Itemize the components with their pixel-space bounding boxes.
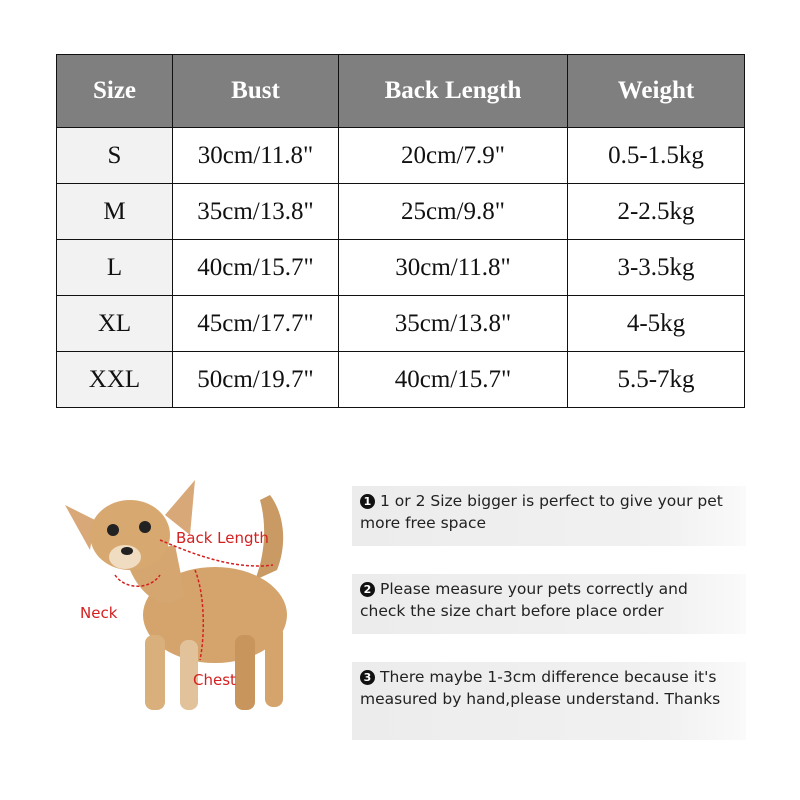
- cell-bust: 40cm/15.7": [172, 239, 339, 296]
- cell-weight: 5.5-7kg: [567, 351, 745, 408]
- cell-size: M: [56, 183, 173, 240]
- size-chart-table: Size Bust Back Length Weight S 30cm/11.8"…: [56, 54, 745, 408]
- number-1-icon: 1: [360, 494, 375, 509]
- note-3: 3 There maybe 1-3cm difference because it…: [352, 662, 746, 740]
- table-header-row: Size Bust Back Length Weight: [56, 54, 745, 128]
- number-2-icon: 2: [360, 582, 375, 597]
- cell-bust: 35cm/13.8": [172, 183, 339, 240]
- cell-size: XXL: [56, 351, 173, 408]
- header-bust: Bust: [172, 54, 339, 128]
- cell-weight: 4-5kg: [567, 295, 745, 352]
- dog-icon: [65, 480, 287, 710]
- note-3-text: There maybe 1-3cm difference because it'…: [360, 668, 721, 708]
- cell-size: XL: [56, 295, 173, 352]
- neck-label: Neck: [80, 604, 118, 622]
- table-row: S 30cm/11.8" 20cm/7.9" 0.5-1.5kg: [56, 127, 745, 184]
- cell-back-length: 40cm/15.7": [338, 351, 568, 408]
- dog-measurement-illustration: [65, 480, 287, 710]
- note-2-text: Please measure your pets correctly and c…: [360, 580, 688, 620]
- note-2: 2 Please measure your pets correctly and …: [352, 574, 746, 634]
- cell-size: L: [56, 239, 173, 296]
- header-weight: Weight: [567, 54, 745, 128]
- table-row: XXL 50cm/19.7" 40cm/15.7" 5.5-7kg: [56, 351, 745, 408]
- cell-back-length: 20cm/7.9": [338, 127, 568, 184]
- table-row: L 40cm/15.7" 30cm/11.8" 3-3.5kg: [56, 239, 745, 296]
- number-3-icon: 3: [360, 670, 375, 685]
- cell-weight: 0.5-1.5kg: [567, 127, 745, 184]
- chest-label: Chest: [193, 671, 236, 689]
- cell-bust: 30cm/11.8": [172, 127, 339, 184]
- cell-back-length: 30cm/11.8": [338, 239, 568, 296]
- cell-bust: 50cm/19.7": [172, 351, 339, 408]
- cell-back-length: 25cm/9.8": [338, 183, 568, 240]
- cell-weight: 3-3.5kg: [567, 239, 745, 296]
- cell-back-length: 35cm/13.8": [338, 295, 568, 352]
- table-row: M 35cm/13.8" 25cm/9.8" 2-2.5kg: [56, 183, 745, 240]
- table-row: XL 45cm/17.7" 35cm/13.8" 4-5kg: [56, 295, 745, 352]
- cell-size: S: [56, 127, 173, 184]
- cell-bust: 45cm/17.7": [172, 295, 339, 352]
- back-length-label: Back Length: [176, 529, 269, 547]
- note-1-text: 1 or 2 Size bigger is perfect to give yo…: [360, 492, 723, 532]
- cell-weight: 2-2.5kg: [567, 183, 745, 240]
- header-back-length: Back Length: [338, 54, 568, 128]
- header-size: Size: [56, 54, 173, 128]
